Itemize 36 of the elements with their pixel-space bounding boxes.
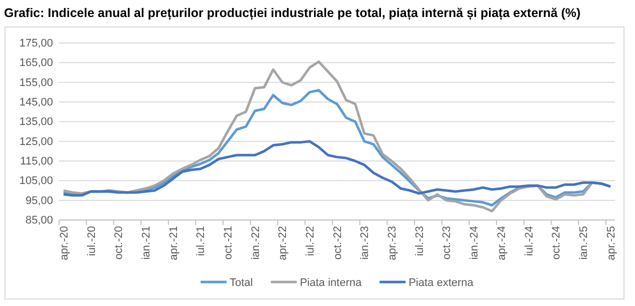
x-tick-label: ian.-21 [140, 226, 152, 260]
legend-label: Piata externa [408, 277, 474, 289]
y-tick-label: 105,00 [19, 175, 53, 188]
x-tick-label: ian.-22 [250, 226, 262, 260]
legend-label: Piata interna [300, 277, 362, 289]
y-tick-label: 135,00 [19, 116, 53, 128]
y-tick-label: 115,00 [20, 156, 53, 168]
y-tick-label: 125,00 [19, 136, 53, 148]
x-tick-label: ian.-24 [468, 226, 481, 260]
x-tick-label: oct.-22 [332, 226, 344, 260]
y-tick-label: 95,00 [25, 194, 53, 207]
x-tick-label: iul.-24 [523, 226, 536, 256]
x-tick-label: oct.-24 [550, 226, 563, 260]
x-tick-label: iul.-20 [86, 226, 98, 256]
y-tick-label: 145,00 [19, 96, 53, 109]
y-tick-label: 85,00 [25, 214, 53, 227]
x-tick-label: apr.-25 [605, 226, 618, 260]
y-tick-label: 155,00 [19, 76, 53, 89]
x-tick-label: apr.-24 [496, 226, 508, 260]
x-tick-label: oct.-20 [113, 226, 126, 260]
legend-label: Total [230, 277, 253, 289]
x-tick-label: iul.-23 [414, 226, 426, 256]
x-tick-label: apr.-23 [386, 226, 399, 260]
x-tick-label: apr.-22 [277, 226, 290, 260]
x-tick-label: ian.-23 [359, 226, 372, 260]
y-tick-label: 165,00 [19, 57, 53, 70]
chart-title: Grafic: Indicele anual al prețurilor producției industriale pe total, piața internă și piața externă (%) [4, 6, 581, 20]
x-tick-label: apr.-20 [58, 226, 70, 260]
x-tick-label: iul.-21 [195, 226, 208, 256]
x-tick-label: apr.-21 [168, 226, 180, 260]
x-tick-label: oct.-23 [441, 226, 454, 260]
x-tick-label: oct.-21 [222, 226, 234, 260]
x-tick-label: ian.-25 [578, 226, 590, 260]
line-series [62, 140, 612, 197]
x-tick-label: iul.-22 [304, 226, 317, 256]
y-tick-label: 175,00 [19, 38, 53, 50]
